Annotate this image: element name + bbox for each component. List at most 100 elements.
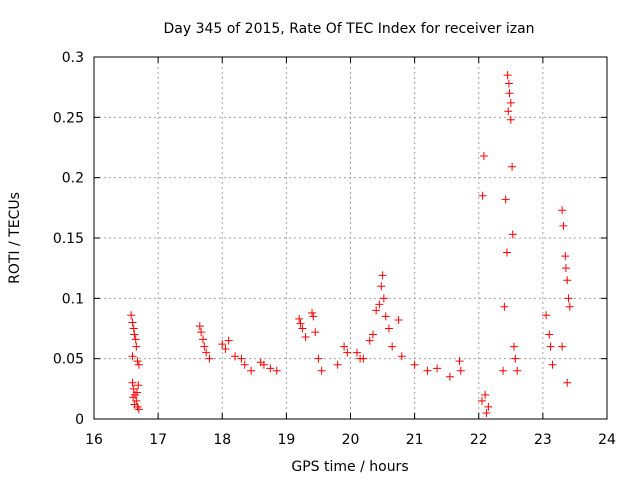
- data-point: [199, 335, 208, 344]
- data-point: [561, 264, 570, 273]
- x-tick-label: 19: [277, 432, 295, 448]
- y-tick-label: 0.05: [53, 352, 84, 368]
- data-point: [563, 378, 572, 387]
- data-point: [202, 348, 211, 357]
- x-tick-label: 22: [470, 432, 488, 448]
- data-point: [433, 364, 442, 373]
- data-point: [379, 294, 388, 303]
- data-point: [506, 115, 515, 124]
- data-point: [298, 324, 307, 333]
- data-point: [259, 360, 268, 369]
- data-point: [513, 366, 522, 375]
- data-point: [500, 302, 509, 311]
- data-point: [502, 248, 511, 257]
- data-point: [372, 306, 381, 315]
- data-point: [314, 354, 323, 363]
- y-tick-label: 0.25: [53, 110, 84, 126]
- data-point: [510, 342, 519, 351]
- x-tick-label: 24: [598, 432, 616, 448]
- data-point: [397, 352, 406, 361]
- data-point: [301, 332, 310, 341]
- data-point: [224, 336, 233, 345]
- data-point: [343, 348, 352, 357]
- x-tick-label: 18: [213, 432, 231, 448]
- data-point: [394, 316, 403, 325]
- data-point: [359, 354, 368, 363]
- data-point: [508, 162, 517, 171]
- data-point: [129, 393, 138, 402]
- data-points: [127, 71, 574, 417]
- data-point: [308, 308, 317, 317]
- data-point: [231, 352, 240, 361]
- data-point: [317, 366, 326, 375]
- data-point: [333, 360, 342, 369]
- data-point: [504, 79, 513, 88]
- data-point: [132, 388, 141, 397]
- data-point: [134, 360, 143, 369]
- axis-ticks: 16 17 18 19 20 21 22 23 24 0 0.05 0.1 0.15 0.2 0.25 0.3: [53, 50, 616, 448]
- data-point: [499, 366, 508, 375]
- data-point: [221, 345, 230, 354]
- data-point: [195, 322, 204, 331]
- x-tick-label: 20: [342, 432, 360, 448]
- data-point: [134, 405, 143, 414]
- data-point: [131, 335, 140, 344]
- data-point: [311, 328, 320, 337]
- chart-title: Day 345 of 2015, Rate Of TEC Index for r…: [163, 21, 534, 37]
- data-point: [340, 342, 349, 351]
- data-point: [133, 357, 142, 366]
- data-point: [511, 354, 520, 363]
- data-point: [378, 271, 387, 280]
- data-point: [481, 390, 490, 399]
- data-point: [240, 360, 249, 369]
- data-point: [128, 378, 137, 387]
- data-point: [501, 195, 510, 204]
- data-point: [295, 314, 304, 323]
- data-point: [130, 400, 139, 409]
- data-point: [128, 352, 137, 361]
- data-point: [272, 366, 281, 375]
- data-point: [478, 191, 487, 200]
- data-point: [365, 336, 374, 345]
- data-point: [484, 402, 493, 411]
- x-axis-label: GPS time / hours: [291, 459, 408, 475]
- data-point: [482, 408, 491, 417]
- y-tick-label: 0: [75, 412, 84, 428]
- data-point: [542, 311, 551, 320]
- x-tick-label: 17: [149, 432, 167, 448]
- data-point: [247, 366, 256, 375]
- data-point: [388, 342, 397, 351]
- data-point: [384, 324, 393, 333]
- y-tick-label: 0.1: [62, 291, 84, 307]
- data-point: [129, 384, 138, 393]
- data-point: [558, 342, 567, 351]
- data-point: [564, 294, 573, 303]
- grid-lines: [94, 57, 607, 419]
- data-point: [508, 230, 517, 239]
- data-point: [479, 151, 488, 160]
- plot-frame: [93, 56, 608, 420]
- data-point: [504, 107, 513, 116]
- data-point: [545, 330, 554, 339]
- data-point: [266, 364, 275, 373]
- data-point: [205, 354, 214, 363]
- data-point: [218, 340, 227, 349]
- data-point: [558, 206, 567, 215]
- data-point: [134, 381, 143, 390]
- data-point: [455, 357, 464, 366]
- data-point: [561, 252, 570, 261]
- y-axis-label: ROTI / TECUs: [7, 192, 23, 284]
- x-tick-label: 16: [85, 432, 103, 448]
- data-point: [477, 396, 486, 405]
- data-point: [410, 360, 419, 369]
- data-point: [352, 348, 361, 357]
- data-point: [129, 324, 138, 333]
- data-point: [132, 342, 141, 351]
- data-point: [559, 221, 568, 230]
- data-point: [548, 360, 557, 369]
- data-point: [130, 330, 139, 339]
- data-point: [503, 71, 512, 80]
- data-point: [375, 300, 384, 309]
